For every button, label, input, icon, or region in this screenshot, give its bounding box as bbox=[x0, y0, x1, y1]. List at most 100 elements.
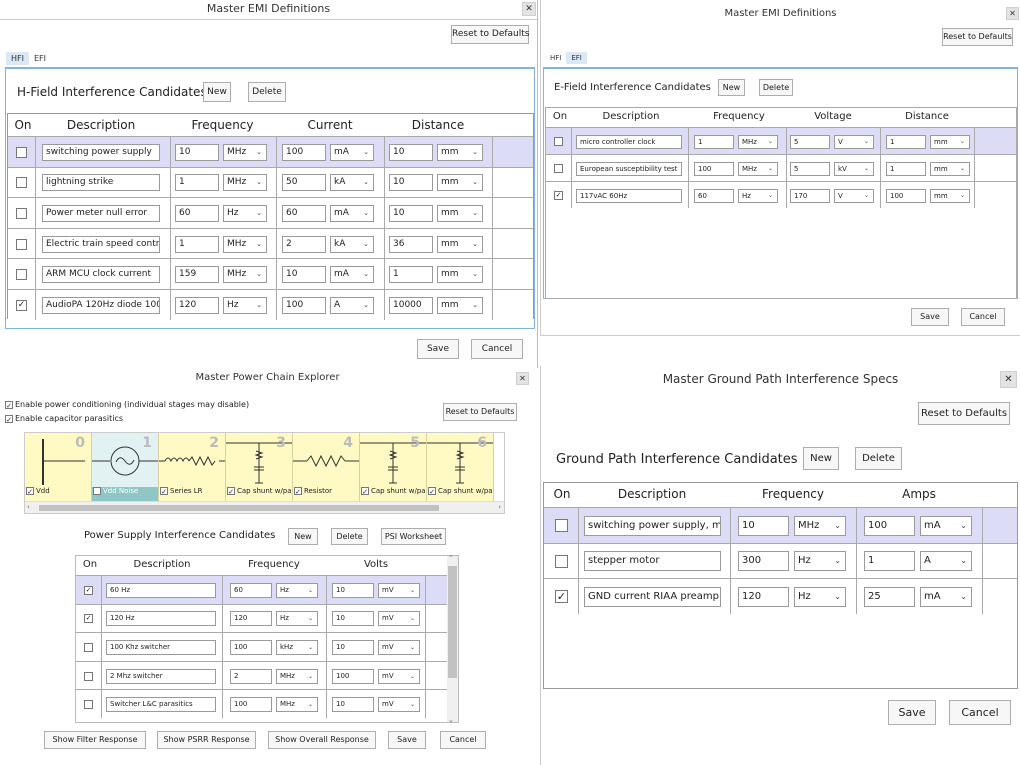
amps-unit-select[interactable]: mA ⌄ bbox=[920, 586, 972, 607]
table-row[interactable]: lightning strike 1 MHz ⌄ 50 kA ⌄ 10 mm ⌄ bbox=[8, 166, 533, 198]
distance-unit-select[interactable]: mm ⌄ bbox=[437, 266, 483, 284]
distance-unit-select[interactable]: mm ⌄ bbox=[930, 134, 970, 149]
current-unit-select[interactable]: kA ⌄ bbox=[330, 235, 374, 253]
voltage-input[interactable]: 10 bbox=[332, 611, 374, 627]
frequency-input[interactable]: 159 bbox=[175, 266, 219, 284]
table-row[interactable]: ARM MCU clock current 159 MHz ⌄ 10 mA ⌄ 1 mm ⌄ bbox=[8, 258, 533, 289]
stage-2[interactable]: 2 ✓ Series LR bbox=[159, 433, 226, 501]
stage-label[interactable]: ✓ Vdd bbox=[25, 487, 91, 501]
scroll-left-icon[interactable]: ‹ bbox=[27, 503, 30, 511]
efield-close-icon[interactable]: ✕ bbox=[1006, 7, 1019, 20]
description-input[interactable]: Power meter null error bbox=[42, 204, 160, 222]
table-row[interactable]: Power meter null error 60 Hz ⌄ 60 mA ⌄ 10 mm ⌄ bbox=[8, 197, 533, 228]
power-psi-worksheet-button[interactable]: PSI Worksheet bbox=[381, 528, 446, 545]
scroll-thumb[interactable] bbox=[39, 505, 439, 511]
frequency-unit-select[interactable]: MHz ⌄ bbox=[276, 697, 318, 713]
current-input[interactable]: 60 bbox=[282, 204, 326, 222]
row-checkbox[interactable]: ✓ bbox=[555, 590, 568, 604]
frequency-unit-select[interactable]: MHz ⌄ bbox=[223, 266, 267, 284]
frequency-input[interactable]: 10 bbox=[175, 143, 219, 161]
power-save-button[interactable]: Save bbox=[388, 731, 426, 749]
voltage-input[interactable]: 100 bbox=[332, 668, 374, 684]
power-new-button[interactable]: New bbox=[288, 528, 318, 545]
description-input[interactable]: switching power supply, main bbox=[584, 515, 721, 536]
frequency-unit-select[interactable]: MHz ⌄ bbox=[738, 161, 778, 176]
checkbox[interactable]: ✓ bbox=[160, 487, 168, 496]
table-row[interactable]: ✓ 117vAC 60Hz 60 Hz ⌄ 170 V ⌄ 100 mm ⌄ bbox=[546, 181, 1016, 208]
row-checkbox[interactable] bbox=[555, 554, 568, 568]
hfield-delete-button[interactable]: Delete bbox=[248, 82, 286, 102]
efield-delete-button[interactable]: Delete bbox=[759, 79, 793, 96]
frequency-input[interactable]: 100 bbox=[230, 697, 272, 713]
description-input[interactable]: 120 Hz bbox=[106, 611, 216, 627]
row-checkbox[interactable] bbox=[16, 146, 27, 158]
description-input[interactable]: Electric train speed controller bbox=[42, 235, 160, 253]
current-input[interactable]: 100 bbox=[282, 143, 326, 161]
distance-input[interactable]: 10000 bbox=[389, 296, 433, 314]
frequency-unit-select[interactable]: kHz ⌄ bbox=[276, 639, 318, 655]
distance-unit-select[interactable]: mm ⌄ bbox=[930, 188, 970, 203]
stage-label[interactable]: ✓Cap shunt w/paras bbox=[360, 487, 426, 501]
checkbox[interactable]: ✓ bbox=[361, 487, 369, 496]
hfield-new-button[interactable]: New bbox=[203, 82, 231, 102]
frequency-input[interactable]: 60 bbox=[175, 204, 219, 222]
row-checkbox[interactable] bbox=[555, 519, 568, 533]
ground-new-button[interactable]: New bbox=[803, 447, 839, 470]
row-checkbox[interactable] bbox=[16, 207, 27, 219]
scroll-thumb[interactable] bbox=[448, 566, 457, 678]
row-checkbox[interactable]: ✓ bbox=[84, 585, 93, 595]
description-input[interactable]: 2 Mhz switcher bbox=[106, 668, 216, 684]
table-row[interactable]: Switcher L&C parasitics 100 MHz ⌄ 10 mV ⌄ bbox=[76, 689, 447, 718]
current-unit-select[interactable]: mA ⌄ bbox=[330, 266, 374, 284]
stage-label[interactable]: ✓ Resistor bbox=[293, 487, 359, 501]
power-enable-parasitics[interactable]: ✓ Enable capacitor parasitics bbox=[5, 414, 124, 424]
efield-save-button[interactable]: Save bbox=[911, 308, 949, 326]
stage-5[interactable]: 5 ✓Cap shunt w/paras bbox=[360, 433, 427, 501]
description-input[interactable]: European susceptibility test bbox=[576, 161, 682, 176]
power-enable-conditioning[interactable]: ✓ Enable power conditioning (individual s… bbox=[5, 400, 250, 410]
voltage-unit-select[interactable]: mV ⌄ bbox=[378, 611, 420, 627]
description-input[interactable]: 117vAC 60Hz bbox=[576, 188, 682, 203]
horizontal-scrollbar[interactable]: ‹ › bbox=[25, 501, 504, 513]
voltage-unit-select[interactable]: kV ⌄ bbox=[834, 161, 874, 176]
distance-unit-select[interactable]: mm ⌄ bbox=[437, 296, 483, 314]
checkbox[interactable]: ✓ bbox=[93, 487, 101, 496]
frequency-unit-select[interactable]: Hz ⌄ bbox=[794, 551, 846, 572]
description-input[interactable]: ARM MCU clock current bbox=[42, 266, 160, 284]
description-input[interactable]: 100 Khz switcher bbox=[106, 639, 216, 655]
description-input[interactable]: Switcher L&C parasitics bbox=[106, 697, 216, 713]
frequency-input[interactable]: 10 bbox=[738, 515, 789, 536]
voltage-input[interactable]: 170 bbox=[790, 188, 830, 203]
description-input[interactable]: GND current RIAA preamp po bbox=[584, 586, 721, 607]
voltage-unit-select[interactable]: mV ⌄ bbox=[378, 582, 420, 598]
current-input[interactable]: 2 bbox=[282, 235, 326, 253]
description-input[interactable]: stepper motor bbox=[584, 551, 721, 572]
frequency-input[interactable]: 120 bbox=[175, 296, 219, 314]
row-checkbox[interactable]: ✓ bbox=[84, 614, 93, 624]
table-row[interactable]: switching power supply, main 10 MHz ⌄ 100 mA ⌄ bbox=[544, 507, 1017, 543]
distance-input[interactable]: 10 bbox=[389, 174, 433, 192]
tab-efi[interactable]: EFI bbox=[566, 52, 587, 64]
description-input[interactable]: switching power supply bbox=[42, 143, 160, 161]
voltage-input[interactable]: 10 bbox=[332, 582, 374, 598]
distance-input[interactable]: 1 bbox=[886, 161, 926, 176]
ground-save-button[interactable]: Save bbox=[888, 700, 936, 725]
distance-input[interactable]: 10 bbox=[389, 143, 433, 161]
row-checkbox[interactable] bbox=[84, 642, 93, 652]
row-checkbox[interactable] bbox=[16, 177, 27, 189]
frequency-unit-select[interactable]: Hz ⌄ bbox=[223, 296, 267, 314]
frequency-input[interactable]: 300 bbox=[738, 551, 789, 572]
stage-3[interactable]: 3 ✓Cap shunt w/paras bbox=[226, 433, 293, 501]
power-filter-response-button[interactable]: Show Filter Response bbox=[44, 731, 146, 749]
frequency-unit-select[interactable]: MHz ⌄ bbox=[223, 174, 267, 192]
checkbox[interactable]: ✓ bbox=[294, 487, 302, 496]
efield-new-button[interactable]: New bbox=[718, 79, 745, 96]
current-input[interactable]: 10 bbox=[282, 266, 326, 284]
voltage-unit-select[interactable]: mV ⌄ bbox=[378, 639, 420, 655]
distance-unit-select[interactable]: mm ⌄ bbox=[437, 174, 483, 192]
voltage-input[interactable]: 10 bbox=[332, 639, 374, 655]
frequency-unit-select[interactable]: Hz ⌄ bbox=[276, 582, 318, 598]
tab-hfi[interactable]: HFI bbox=[550, 54, 562, 62]
table-row[interactable]: 100 Khz switcher 100 kHz ⌄ 10 mV ⌄ bbox=[76, 632, 447, 661]
frequency-unit-select[interactable]: MHz ⌄ bbox=[276, 668, 318, 684]
